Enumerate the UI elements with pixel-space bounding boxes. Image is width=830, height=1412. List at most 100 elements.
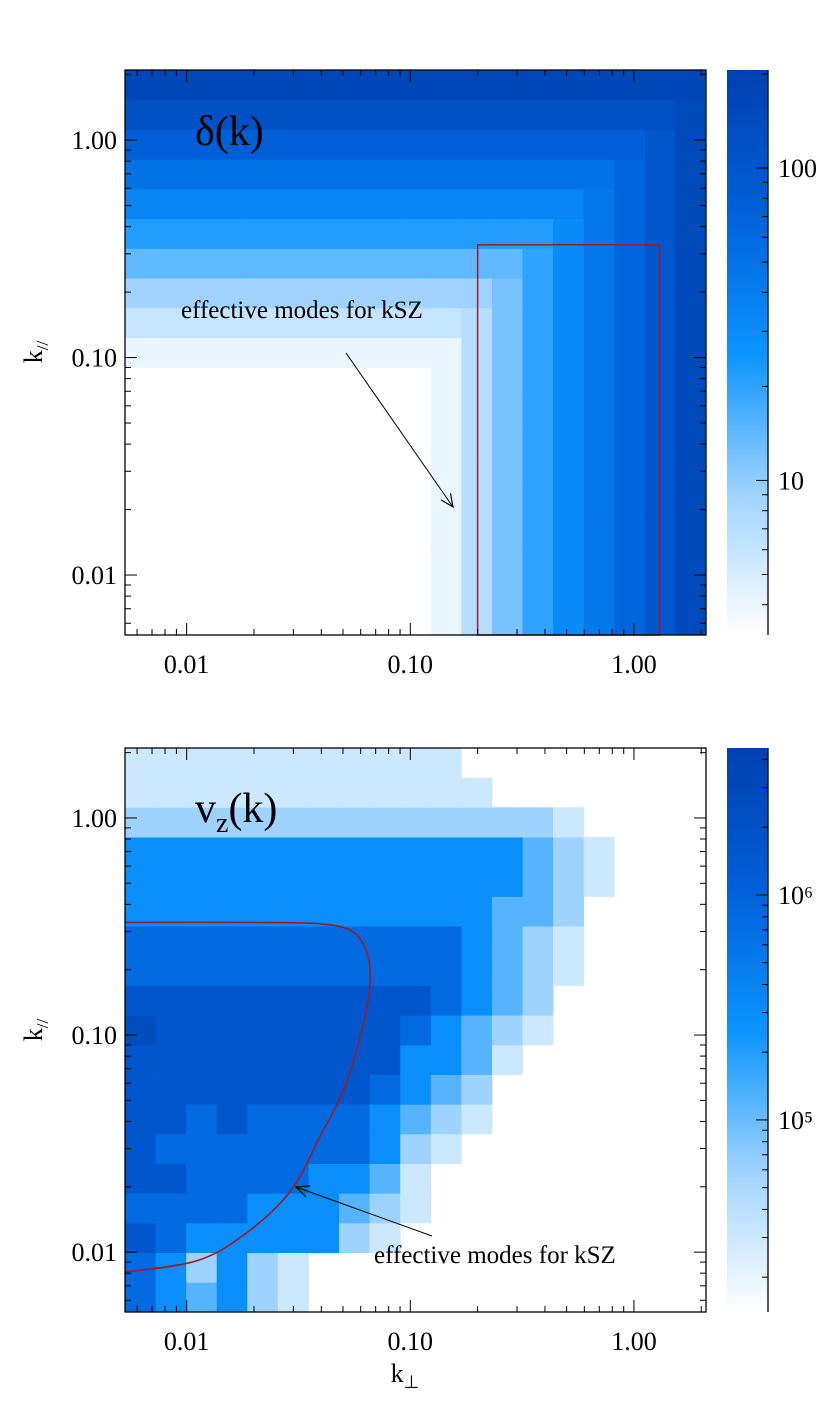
cell (369, 1104, 401, 1135)
cell (277, 218, 309, 249)
cell (644, 486, 676, 517)
cell (277, 307, 309, 339)
cell (308, 748, 340, 779)
cell (522, 278, 554, 309)
cell (461, 985, 493, 1016)
x-tick-label: 0.01 (164, 650, 210, 679)
cell (553, 129, 585, 160)
overlays: 0.01 0.10 1.00 0.01 0.10 1.00 10 100 0.01 0.10 1.0… (72, 69, 817, 1356)
cell (675, 307, 707, 339)
cell (675, 159, 707, 190)
cell (614, 129, 646, 160)
cell (522, 516, 554, 547)
cell (522, 248, 554, 279)
cell (369, 278, 401, 309)
cell (339, 99, 371, 130)
cell (522, 456, 554, 487)
cell (186, 955, 218, 986)
cell (125, 1222, 156, 1254)
cell (216, 99, 248, 130)
cell (186, 896, 218, 927)
cell (614, 70, 646, 101)
cell (247, 896, 279, 927)
cell (186, 1104, 218, 1135)
cell (491, 1015, 523, 1046)
cell (522, 926, 554, 957)
cell (125, 866, 156, 897)
cell (553, 307, 585, 339)
cell (461, 516, 493, 547)
cell (430, 985, 462, 1016)
cell (277, 1074, 309, 1105)
cell (430, 777, 462, 808)
colorbar-tick-label: 10⁶ (778, 881, 813, 910)
cell (155, 218, 187, 249)
cell (277, 1193, 309, 1224)
cell (461, 955, 493, 986)
cell (614, 575, 646, 606)
cell (155, 1074, 187, 1105)
cell (430, 748, 462, 779)
cell (155, 955, 187, 986)
cell (277, 1222, 309, 1254)
cell (277, 807, 309, 838)
cell (247, 1015, 279, 1046)
cell (430, 955, 462, 986)
y-tick-label: 1.00 (72, 126, 118, 155)
cell (675, 486, 707, 517)
cell (216, 866, 248, 897)
cell (461, 1015, 493, 1046)
cell (247, 777, 279, 808)
cell (308, 955, 340, 986)
cell (216, 278, 248, 309)
cell (125, 837, 156, 868)
cell (491, 248, 523, 279)
cell (461, 188, 493, 220)
cell (461, 1074, 493, 1105)
cell (186, 218, 218, 249)
cell (430, 926, 462, 957)
cell (491, 1044, 523, 1075)
cell (186, 1044, 218, 1075)
annotation-arrow (296, 1187, 433, 1237)
cell (247, 1104, 279, 1135)
x-tick-label: 0.01 (164, 1327, 210, 1356)
cell (216, 955, 248, 986)
cell (155, 985, 187, 1016)
cell (491, 188, 523, 220)
cell (614, 426, 646, 457)
cell (216, 1222, 248, 1254)
cell (400, 70, 432, 101)
cell (491, 516, 523, 547)
cell (369, 1133, 401, 1164)
cell (186, 1222, 218, 1254)
cell (155, 1015, 187, 1046)
cell (308, 218, 340, 249)
cell (430, 397, 462, 428)
cell (308, 307, 340, 339)
cell (675, 337, 707, 368)
cell (216, 188, 248, 220)
cell (644, 188, 676, 220)
cell (186, 70, 218, 101)
cell (277, 278, 309, 309)
cell (155, 129, 187, 160)
cell (247, 1133, 279, 1164)
cell (400, 955, 432, 986)
cell (400, 1133, 432, 1164)
y-tick-label: 0.01 (72, 1238, 118, 1267)
cell (461, 777, 493, 808)
cell (614, 367, 646, 398)
cell (216, 1193, 248, 1224)
cell (522, 866, 554, 897)
cell (461, 248, 493, 279)
cell (308, 807, 340, 838)
cell (583, 837, 615, 868)
cell (277, 248, 309, 279)
cell (216, 307, 248, 339)
cell (216, 837, 248, 868)
cell (553, 397, 585, 428)
cell (461, 866, 493, 897)
cell (522, 307, 554, 339)
y-tick-label: 1.00 (72, 804, 118, 833)
